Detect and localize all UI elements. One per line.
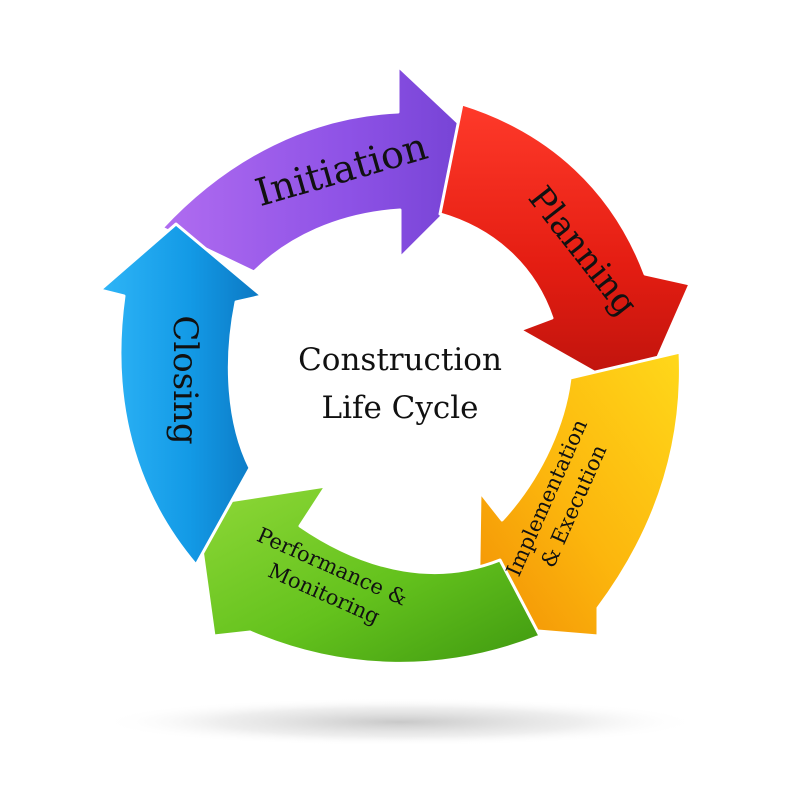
performance-monitoring-arrow: [194, 484, 542, 665]
center-title: Construction Life Cycle: [298, 342, 502, 426]
planning-arrow: [438, 102, 692, 400]
cycle-arrows: [98, 64, 692, 665]
center-title-line-1: Construction: [298, 342, 502, 378]
floor-shadow: [100, 698, 700, 746]
stage-label-closing: Closing: [165, 315, 205, 444]
implementation-execution-arrow: [476, 350, 682, 638]
closing-arrow: [98, 222, 264, 567]
center-title-line-2: Life Cycle: [321, 390, 478, 426]
initiation-arrow: [160, 64, 500, 274]
